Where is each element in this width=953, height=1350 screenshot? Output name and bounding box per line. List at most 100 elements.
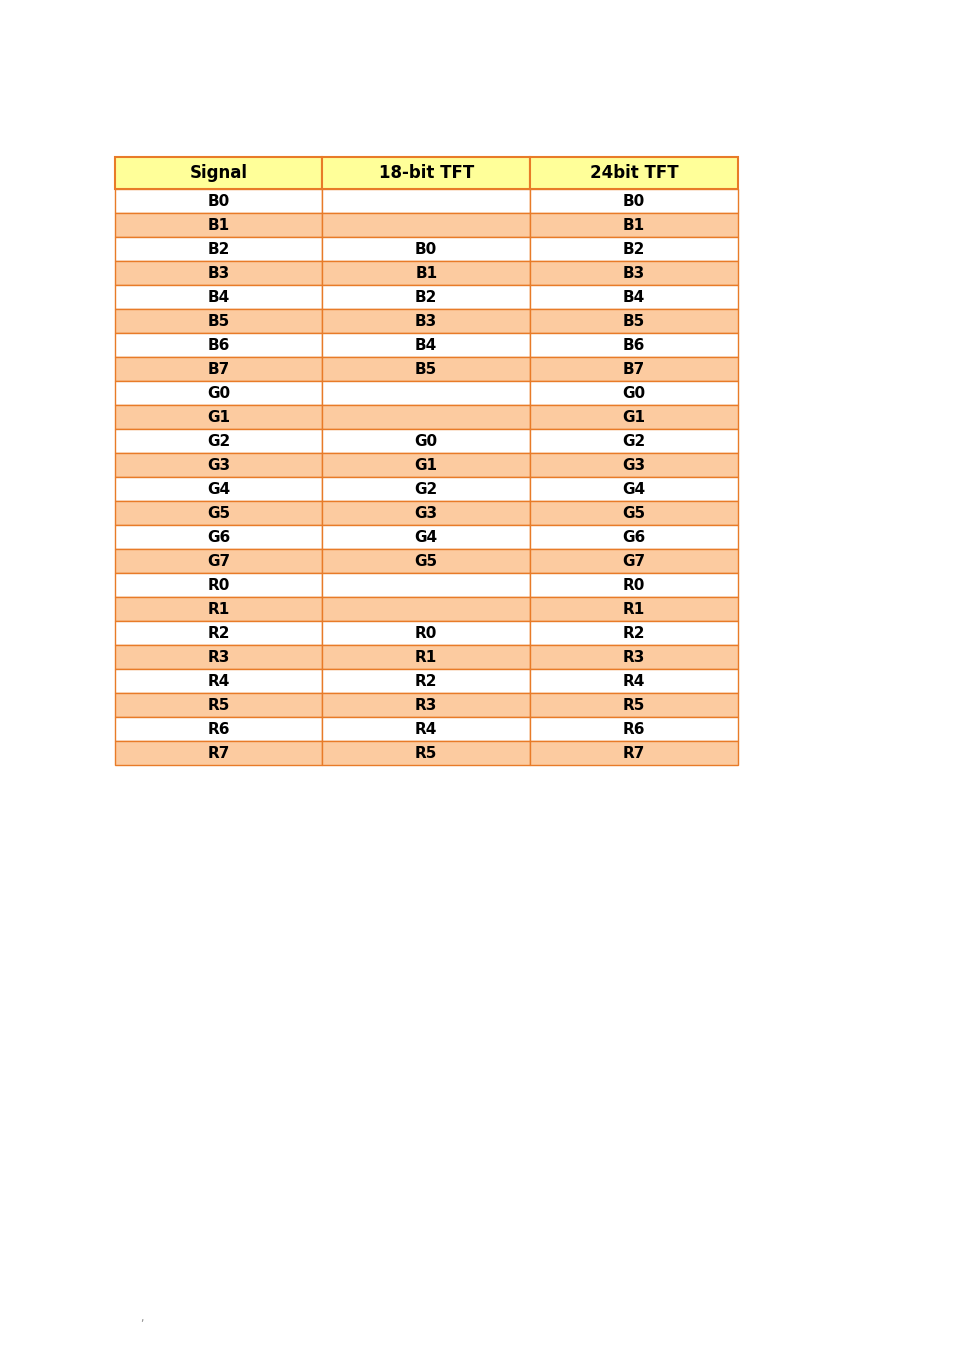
Text: R2: R2 <box>622 625 644 640</box>
Text: G3: G3 <box>621 458 645 472</box>
Bar <box>529 621 738 645</box>
Bar <box>322 261 529 285</box>
Bar <box>115 157 322 189</box>
Bar <box>529 356 738 381</box>
Text: ,: , <box>140 1314 143 1323</box>
Bar <box>529 381 738 405</box>
Text: B3: B3 <box>415 313 436 328</box>
Bar <box>529 157 738 189</box>
Bar <box>529 501 738 525</box>
Bar <box>529 477 738 501</box>
Bar <box>115 717 322 741</box>
Bar <box>115 501 322 525</box>
Bar <box>322 213 529 238</box>
Bar <box>529 333 738 356</box>
Text: G6: G6 <box>207 529 230 544</box>
Text: B5: B5 <box>415 362 436 377</box>
Bar <box>115 238 322 261</box>
Text: B7: B7 <box>208 362 230 377</box>
Text: G4: G4 <box>415 529 437 544</box>
Bar <box>529 670 738 693</box>
Text: R0: R0 <box>208 578 230 593</box>
Text: B5: B5 <box>622 313 644 328</box>
Bar <box>322 621 529 645</box>
Bar <box>115 670 322 693</box>
Bar <box>115 645 322 670</box>
Text: G4: G4 <box>621 482 645 497</box>
Bar <box>115 405 322 429</box>
Text: R5: R5 <box>622 698 644 713</box>
Bar <box>115 285 322 309</box>
Bar <box>322 501 529 525</box>
Text: B1: B1 <box>208 217 230 232</box>
Text: R4: R4 <box>208 674 230 688</box>
Bar <box>115 189 322 213</box>
Text: B1: B1 <box>622 217 644 232</box>
Bar <box>115 597 322 621</box>
Bar <box>322 309 529 333</box>
Bar <box>115 261 322 285</box>
Bar <box>115 525 322 549</box>
Bar <box>529 238 738 261</box>
Bar <box>115 454 322 477</box>
Text: G5: G5 <box>621 505 645 521</box>
Text: R4: R4 <box>622 674 644 688</box>
Text: R5: R5 <box>415 745 436 760</box>
Text: B6: B6 <box>208 338 230 352</box>
Bar <box>115 356 322 381</box>
Bar <box>322 597 529 621</box>
Text: G2: G2 <box>415 482 437 497</box>
Text: B1: B1 <box>415 266 436 281</box>
Bar <box>115 693 322 717</box>
Bar <box>529 645 738 670</box>
Text: G7: G7 <box>207 554 230 568</box>
Bar <box>322 741 529 765</box>
Text: R6: R6 <box>622 721 644 737</box>
Text: R2: R2 <box>207 625 230 640</box>
Bar <box>322 693 529 717</box>
Text: G1: G1 <box>207 409 230 424</box>
Bar <box>529 717 738 741</box>
Text: B3: B3 <box>208 266 230 281</box>
Bar <box>322 429 529 454</box>
Bar <box>529 549 738 572</box>
Bar <box>115 741 322 765</box>
Text: G1: G1 <box>415 458 437 472</box>
Text: G2: G2 <box>207 433 230 448</box>
Bar <box>529 693 738 717</box>
Bar <box>529 572 738 597</box>
Bar <box>322 189 529 213</box>
Text: B5: B5 <box>208 313 230 328</box>
Bar <box>322 717 529 741</box>
Bar <box>529 405 738 429</box>
Bar <box>529 309 738 333</box>
Text: R4: R4 <box>415 721 436 737</box>
Bar <box>322 549 529 572</box>
Text: R0: R0 <box>622 578 644 593</box>
Text: G5: G5 <box>207 505 230 521</box>
Bar <box>115 429 322 454</box>
Bar <box>322 405 529 429</box>
Bar <box>115 621 322 645</box>
Bar <box>529 525 738 549</box>
Text: G3: G3 <box>207 458 230 472</box>
Bar <box>529 454 738 477</box>
Bar <box>115 213 322 238</box>
Text: G2: G2 <box>621 433 645 448</box>
Bar <box>115 381 322 405</box>
Bar <box>322 238 529 261</box>
Text: G0: G0 <box>207 386 230 401</box>
Text: B4: B4 <box>208 289 230 305</box>
Text: B2: B2 <box>622 242 644 256</box>
Bar <box>322 381 529 405</box>
Text: R7: R7 <box>208 745 230 760</box>
Bar <box>322 333 529 356</box>
Text: R2: R2 <box>415 674 437 688</box>
Text: G6: G6 <box>621 529 645 544</box>
Text: R1: R1 <box>415 649 436 664</box>
Text: G3: G3 <box>415 505 437 521</box>
Text: R3: R3 <box>208 649 230 664</box>
Text: B2: B2 <box>208 242 230 256</box>
Text: G0: G0 <box>621 386 645 401</box>
Text: G4: G4 <box>207 482 230 497</box>
